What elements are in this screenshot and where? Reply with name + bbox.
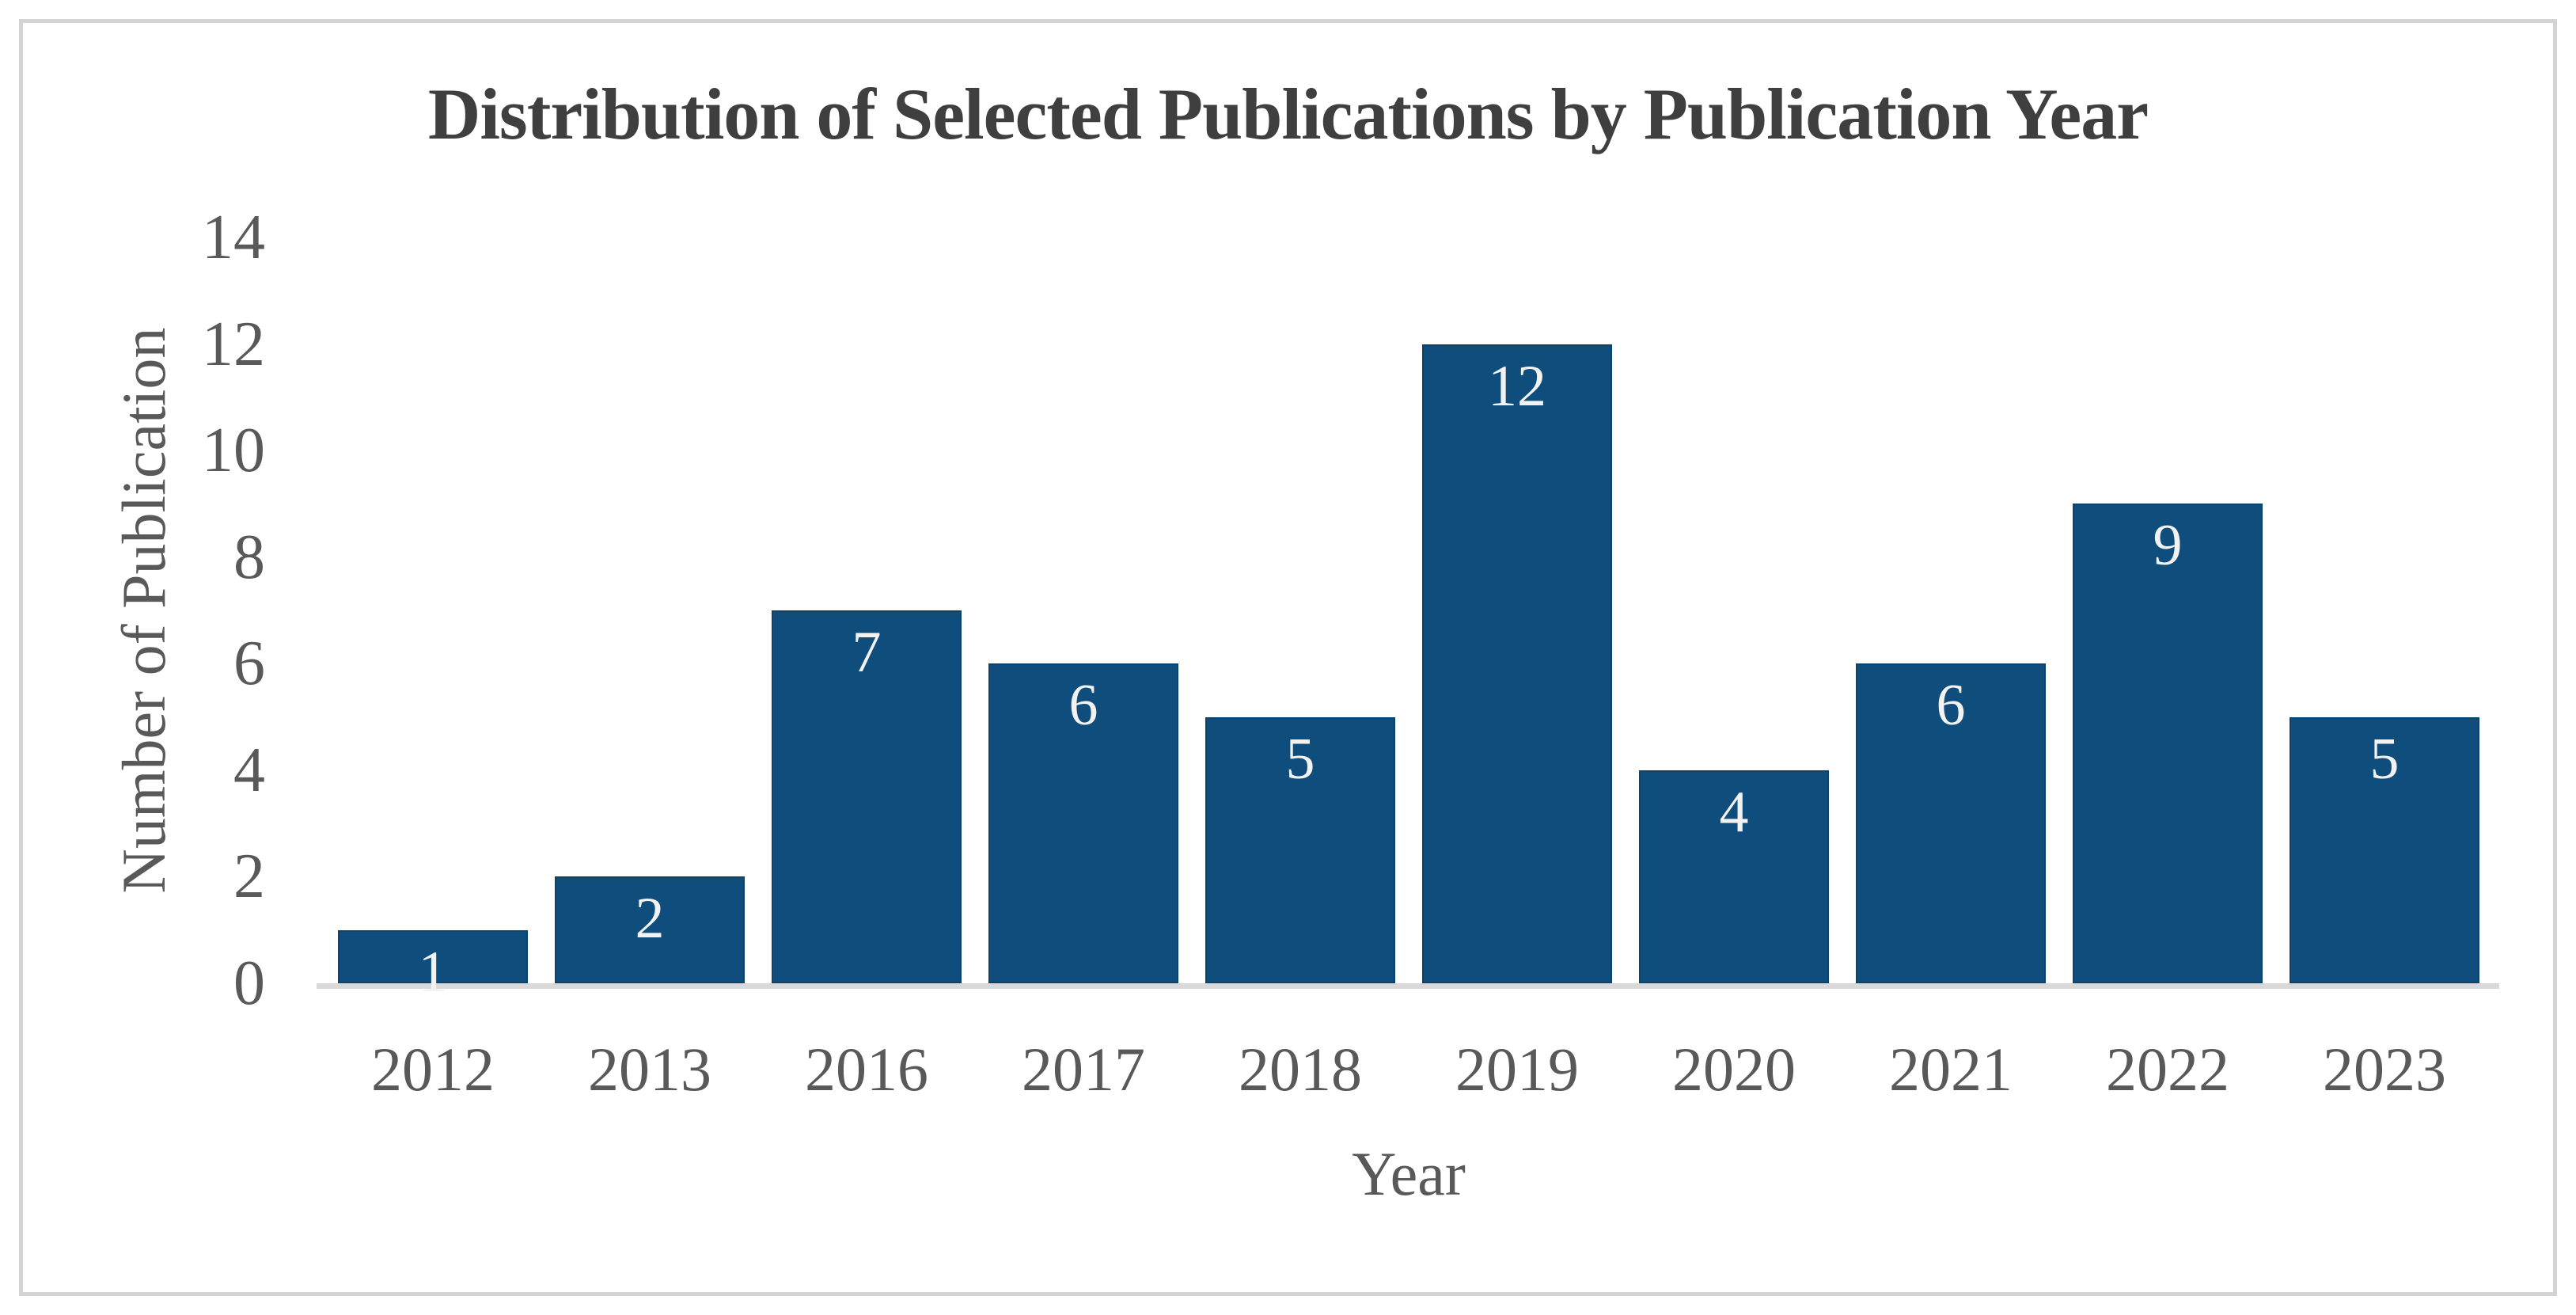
bar-value-label: 5 — [2369, 726, 2400, 792]
bar-value-label: 1 — [418, 939, 448, 1005]
x-tick-label-2022: 2022 — [2106, 1035, 2229, 1104]
x-tick-label-2018: 2018 — [1239, 1035, 1362, 1104]
x-axis-tick-labels: 2012 2013 2016 2017 2018 2019 2020 2021 2022 2023 — [324, 1039, 2493, 1100]
y-axis-tick-labels: 0 2 4 6 8 10 12 14 — [79, 206, 265, 1015]
x-axis-line — [317, 983, 2499, 989]
bar-value-label: 4 — [1719, 779, 1749, 845]
bar-value-label: 6 — [1936, 673, 1966, 739]
x-tick-label-2012: 2012 — [371, 1035, 495, 1104]
y-tick-label-0: 0 — [233, 948, 265, 1018]
bar-value-label: 5 — [1285, 726, 1315, 792]
x-tick-label-2016: 2016 — [805, 1035, 928, 1104]
x-tick-label-2021: 2021 — [1889, 1035, 2013, 1104]
bar-2017: 6 — [988, 663, 1178, 983]
bar-2021: 6 — [1856, 663, 2046, 983]
y-tick-label-6: 6 — [233, 629, 265, 699]
bar-value-label: 12 — [1488, 353, 1546, 419]
x-tick-label-2019: 2019 — [1455, 1035, 1579, 1104]
y-tick-label-4: 4 — [233, 735, 265, 805]
bar-2016: 7 — [772, 610, 962, 983]
y-tick-label-14: 14 — [202, 203, 265, 272]
y-tick-label-12: 12 — [202, 309, 265, 379]
bar-value-label: 9 — [2153, 513, 2183, 579]
bar-value-label: 2 — [635, 886, 665, 952]
bar-2018: 5 — [1205, 716, 1395, 983]
bar-value-label: 6 — [1068, 673, 1098, 739]
bars-container: 1 2 7 6 5 12 4 6 9 5 — [324, 238, 2493, 1001]
y-tick-label-8: 8 — [233, 522, 265, 592]
bar-2022: 9 — [2073, 504, 2263, 983]
x-tick-label-2013: 2013 — [588, 1035, 711, 1104]
bar-2013: 2 — [555, 876, 745, 983]
y-tick-label-10: 10 — [202, 416, 265, 486]
bar-value-label: 7 — [852, 620, 882, 685]
bar-2023: 5 — [2290, 716, 2479, 983]
x-axis-title: Year — [1352, 1139, 1466, 1208]
x-tick-label-2017: 2017 — [1022, 1035, 1145, 1104]
plot-area: 1 2 7 6 5 12 4 6 9 5 — [317, 238, 2499, 1001]
bar-2020: 4 — [1639, 770, 1829, 983]
chart-title: Distribution of Selected Publications by… — [427, 74, 2149, 154]
y-tick-label-2: 2 — [233, 842, 265, 912]
x-tick-label-2020: 2020 — [1672, 1035, 1796, 1104]
bar-2012: 1 — [338, 929, 528, 1001]
bar-2019: 12 — [1422, 344, 1612, 983]
x-tick-label-2023: 2023 — [2323, 1035, 2446, 1104]
